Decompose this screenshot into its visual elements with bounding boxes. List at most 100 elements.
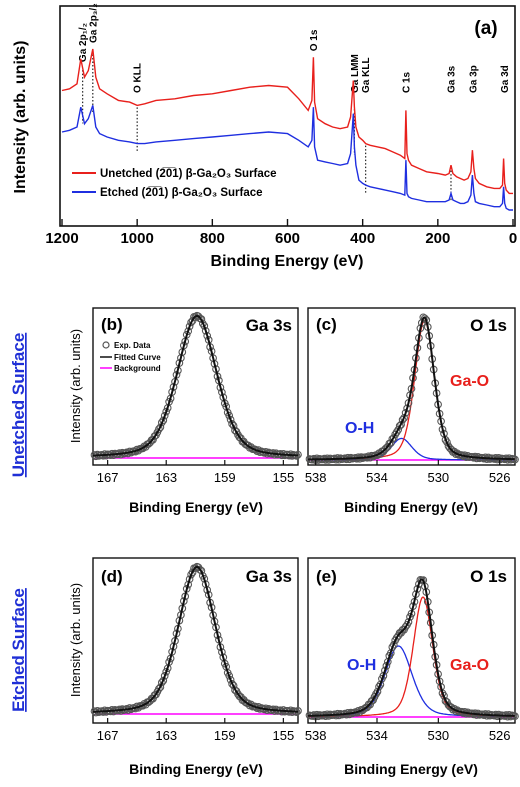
panel-b-ylabel: Intensity (arb. units) bbox=[68, 329, 83, 443]
exp-data-point bbox=[395, 422, 404, 430]
panel-d-peak-label: Ga 3s bbox=[246, 567, 292, 586]
exp-data-point bbox=[228, 680, 236, 688]
annotation-label: Ga 2p₃/₂ bbox=[88, 3, 99, 43]
panel-e-xlabel: Binding Energy (eV) bbox=[344, 761, 478, 777]
annotation-label: Ga 3s bbox=[446, 65, 457, 93]
panel-d-xlabel: Binding Energy (eV) bbox=[129, 761, 263, 777]
exp-data-point bbox=[225, 411, 234, 420]
exp-data-point bbox=[155, 684, 163, 693]
panel-e: (e) O 1s 538 534 530 526 Ga-O O-H Binding E… bbox=[305, 557, 519, 777]
xtick-label: 163 bbox=[155, 470, 177, 485]
exp-data-point bbox=[197, 315, 206, 323]
panel-d-ylabel: Intensity (arb. units) bbox=[68, 583, 83, 697]
xtick-label: 167 bbox=[97, 470, 119, 485]
xtick-label: 155 bbox=[273, 470, 295, 485]
panel-a-ylabel: Intensity (arb. units) bbox=[12, 41, 29, 194]
side-label-etched: Etched Surface bbox=[9, 588, 28, 712]
panel-e-gao-label: Ga-O bbox=[450, 657, 489, 674]
fitted-curve bbox=[93, 566, 298, 713]
exp-data-point bbox=[375, 682, 383, 691]
panel-d-label: (d) bbox=[101, 567, 123, 586]
xtick-label: 526 bbox=[489, 728, 511, 743]
xtick-label: 159 bbox=[214, 728, 236, 743]
exp-data-point bbox=[229, 421, 238, 430]
xtick-label: 530 bbox=[427, 728, 449, 743]
panel-a-xtick-label: 400 bbox=[350, 230, 375, 247]
fitted-curve bbox=[308, 316, 515, 461]
panel-a-xtick-label: 1000 bbox=[120, 230, 153, 247]
xtick-label: 538 bbox=[305, 728, 327, 743]
panel-a-label: (a) bbox=[474, 18, 497, 39]
annotation-label: O KLL bbox=[133, 63, 144, 93]
panel-e-oh-label: O-H bbox=[347, 657, 376, 674]
panel-c-frame bbox=[307, 307, 516, 466]
exp-data-point bbox=[226, 675, 235, 684]
panel-c-xlabel: Binding Energy (eV) bbox=[344, 499, 478, 515]
xtick-label: 526 bbox=[489, 470, 511, 485]
panel-c: (c) O 1s 538 534 530 526 Ga-O O-H Binding E… bbox=[305, 307, 519, 515]
annotation-label: Ga KLL bbox=[361, 57, 372, 93]
exp-data-point bbox=[401, 408, 410, 417]
annotation-label: Ga LMM bbox=[350, 54, 361, 93]
panel-a-xtick-label: 600 bbox=[275, 230, 300, 247]
survey-line-etched bbox=[61, 105, 513, 211]
panel-b-peak-label: Ga 3s bbox=[246, 316, 292, 335]
exp-data-point bbox=[228, 420, 236, 428]
side-label-unetched: Unetched Surface bbox=[9, 333, 28, 478]
exp-data-point bbox=[443, 438, 451, 447]
exp-data-point bbox=[373, 687, 382, 696]
panel-a-xtick-label: 800 bbox=[200, 230, 225, 247]
exp-data-point bbox=[157, 678, 166, 687]
exp-data-point bbox=[404, 618, 413, 626]
exp-data-point bbox=[397, 420, 405, 429]
exp-data-point bbox=[156, 683, 165, 692]
panel-e-peak-label: O 1s bbox=[470, 567, 507, 586]
panel-b-legend: Exp. Data Fitted Curve Background bbox=[100, 341, 161, 373]
panel-c-gao-label: Ga-O bbox=[450, 373, 489, 390]
exp-data-point bbox=[155, 425, 163, 433]
exp-data-point bbox=[420, 314, 429, 323]
legend-entry-unetched: Unetched (2̅0̅1) β-Ga₂O₃ Surface bbox=[100, 168, 277, 180]
exp-data-point bbox=[160, 411, 169, 420]
exp-data-point bbox=[389, 434, 398, 442]
exp-data-point bbox=[225, 671, 234, 680]
xtick-label: 155 bbox=[273, 728, 295, 743]
annotation-label: Ga 2p₁/₂ bbox=[78, 23, 89, 62]
panel-b-xlabel: Binding Energy (eV) bbox=[129, 499, 263, 515]
panel-b: (b) Ga 3s Exp. Data Fitted Curve Backgro… bbox=[68, 307, 302, 515]
panel-a-xtick-label: 1200 bbox=[45, 230, 78, 247]
legend-exp-data: Exp. Data bbox=[114, 341, 151, 350]
legend-entry-etched: Etched (2̅0̅1) β-Ga₂O₃ Surface bbox=[100, 187, 263, 199]
xtick-label: 167 bbox=[97, 728, 119, 743]
exp-data-point bbox=[157, 418, 166, 427]
panel-b-frame bbox=[92, 307, 299, 466]
xtick-label: 530 bbox=[427, 470, 449, 485]
xtick-label: 534 bbox=[366, 728, 388, 743]
panel-a-xtick-label: 200 bbox=[425, 230, 450, 247]
exp-data-point bbox=[398, 415, 407, 424]
legend-marker-exp bbox=[102, 341, 110, 349]
legend-background: Background bbox=[114, 364, 161, 373]
panel-c-label: (c) bbox=[316, 315, 337, 334]
exp-data-point bbox=[160, 672, 169, 680]
panel-a-xtick-label: 0 bbox=[509, 230, 517, 247]
exp-data-point bbox=[162, 667, 171, 676]
panel-a-legend: Unetched (2̅0̅1) β-Ga₂O₃ Surface Etched … bbox=[72, 168, 277, 199]
annotation-label: O 1s bbox=[309, 29, 320, 51]
panel-d-frame bbox=[92, 557, 299, 724]
annotation-label: C 1s bbox=[401, 71, 412, 93]
panel-e-frame bbox=[307, 557, 516, 724]
xtick-label: 163 bbox=[155, 728, 177, 743]
panel-c-oh-label: O-H bbox=[345, 420, 374, 437]
xtick-label: 534 bbox=[366, 470, 388, 485]
annotation-label: Ga 3p bbox=[469, 65, 480, 93]
panel-e-label: (e) bbox=[316, 567, 337, 586]
panel-d: (d) Ga 3s 167 163 159 155 Binding Energy (e… bbox=[68, 557, 302, 777]
exp-data-point bbox=[389, 640, 398, 649]
xtick-label: 538 bbox=[305, 470, 327, 485]
exp-data-point bbox=[196, 565, 204, 574]
exp-data-point bbox=[226, 415, 235, 424]
fitted-curve bbox=[93, 315, 299, 457]
fitted-curve bbox=[308, 578, 515, 717]
